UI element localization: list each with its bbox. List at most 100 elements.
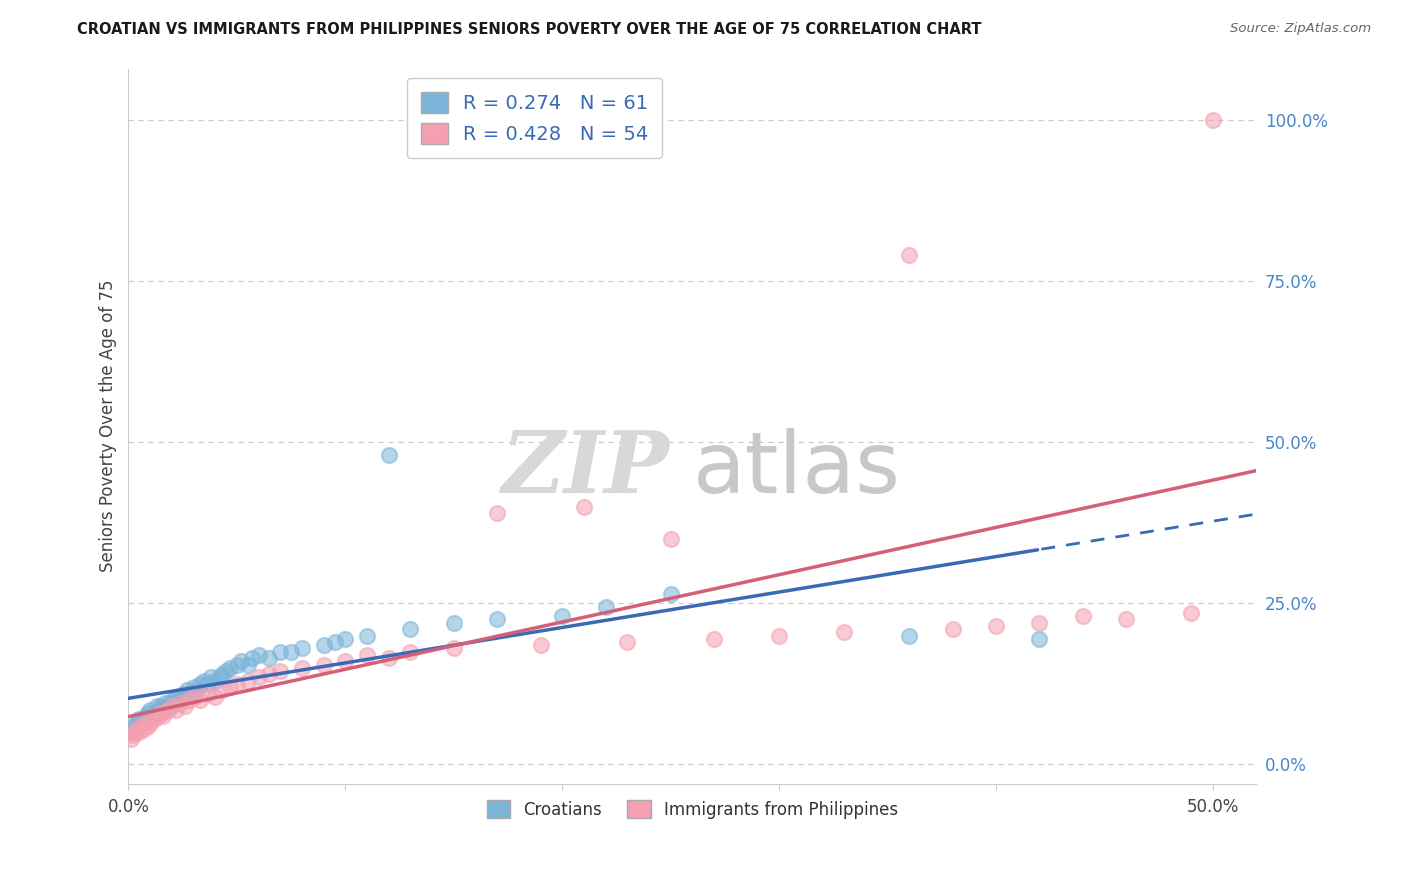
- Point: [356, 628, 378, 642]
- Point: [572, 500, 595, 514]
- Point: [172, 686, 194, 700]
- Point: [1028, 632, 1050, 646]
- Point: [127, 715, 149, 730]
- Point: [152, 703, 174, 717]
- Point: [211, 683, 233, 698]
- Point: [291, 641, 314, 656]
- Point: [595, 599, 617, 614]
- Point: [124, 722, 146, 736]
- Point: [984, 619, 1007, 633]
- Point: [163, 696, 186, 710]
- Point: [188, 693, 211, 707]
- Point: [236, 673, 259, 688]
- Point: [173, 690, 195, 704]
- Point: [193, 673, 215, 688]
- Point: [135, 709, 157, 723]
- Point: [173, 699, 195, 714]
- Point: [150, 706, 173, 720]
- Point: [200, 670, 222, 684]
- Point: [356, 648, 378, 662]
- Point: [335, 654, 357, 668]
- Point: [231, 654, 253, 668]
- Point: [443, 615, 465, 630]
- Point: [486, 612, 509, 626]
- Point: [335, 632, 357, 646]
- Point: [443, 641, 465, 656]
- Point: [183, 680, 205, 694]
- Point: [128, 725, 150, 739]
- Text: atlas: atlas: [692, 427, 900, 510]
- Point: [832, 625, 855, 640]
- Point: [131, 719, 153, 733]
- Point: [1115, 612, 1137, 626]
- Point: [204, 690, 226, 704]
- Point: [219, 661, 242, 675]
- Y-axis label: Seniors Poverty Over the Age of 75: Seniors Poverty Over the Age of 75: [100, 280, 117, 573]
- Point: [139, 703, 162, 717]
- Point: [291, 661, 314, 675]
- Point: [768, 628, 790, 642]
- Point: [132, 712, 155, 726]
- Point: [323, 635, 346, 649]
- Point: [145, 709, 167, 723]
- Point: [616, 635, 638, 649]
- Text: ZIP: ZIP: [502, 427, 669, 511]
- Text: Source: ZipAtlas.com: Source: ZipAtlas.com: [1230, 22, 1371, 36]
- Point: [143, 706, 166, 720]
- Point: [898, 628, 921, 642]
- Point: [139, 715, 162, 730]
- Point: [131, 715, 153, 730]
- Point: [659, 532, 682, 546]
- Point: [179, 686, 201, 700]
- Point: [152, 709, 174, 723]
- Point: [259, 667, 281, 681]
- Point: [269, 664, 291, 678]
- Point: [659, 587, 682, 601]
- Point: [226, 677, 249, 691]
- Point: [1028, 615, 1050, 630]
- Point: [165, 690, 187, 704]
- Point: [143, 712, 166, 726]
- Point: [247, 648, 270, 662]
- Point: [183, 690, 205, 704]
- Point: [167, 693, 190, 707]
- Point: [121, 719, 143, 733]
- Point: [898, 248, 921, 262]
- Point: [551, 609, 574, 624]
- Point: [120, 731, 142, 746]
- Point: [211, 667, 233, 681]
- Point: [312, 657, 335, 672]
- Text: CROATIAN VS IMMIGRANTS FROM PHILIPPINES SENIORS POVERTY OVER THE AGE OF 75 CORRE: CROATIAN VS IMMIGRANTS FROM PHILIPPINES …: [77, 22, 981, 37]
- Point: [195, 686, 218, 700]
- Point: [1071, 609, 1094, 624]
- Point: [529, 638, 551, 652]
- Point: [150, 699, 173, 714]
- Point: [136, 719, 159, 733]
- Point: [160, 693, 183, 707]
- Legend: Croatians, Immigrants from Philippines: Croatians, Immigrants from Philippines: [481, 794, 904, 825]
- Point: [1180, 606, 1202, 620]
- Point: [399, 622, 422, 636]
- Point: [378, 651, 401, 665]
- Point: [128, 712, 150, 726]
- Point: [176, 683, 198, 698]
- Point: [148, 703, 170, 717]
- Point: [240, 651, 263, 665]
- Point: [269, 645, 291, 659]
- Point: [169, 696, 191, 710]
- Point: [120, 725, 142, 739]
- Point: [160, 699, 183, 714]
- Point: [156, 699, 179, 714]
- Point: [139, 709, 162, 723]
- Point: [280, 645, 302, 659]
- Point: [124, 725, 146, 739]
- Point: [259, 651, 281, 665]
- Point: [703, 632, 725, 646]
- Point: [195, 677, 218, 691]
- Point: [127, 722, 149, 736]
- Point: [135, 715, 157, 730]
- Point: [136, 706, 159, 720]
- Point: [150, 706, 173, 720]
- Point: [121, 728, 143, 742]
- Point: [399, 645, 422, 659]
